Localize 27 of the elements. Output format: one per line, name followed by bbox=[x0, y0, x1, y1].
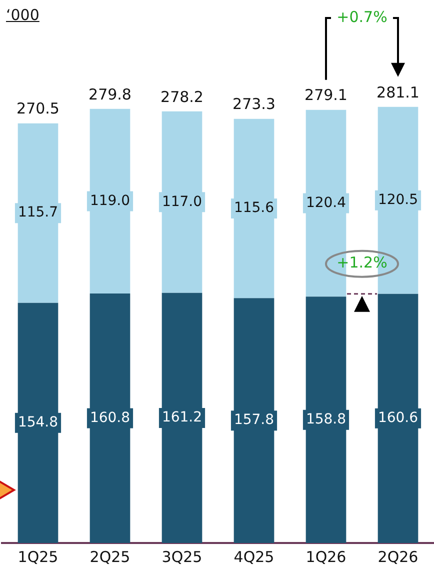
data-label: 161.2 bbox=[162, 410, 202, 426]
x-tick-label: 1Q25 bbox=[18, 548, 58, 566]
data-label: 117.0 bbox=[162, 194, 202, 210]
data-label: 120.5 bbox=[378, 192, 418, 208]
x-tick-label: 2Q25 bbox=[90, 548, 130, 566]
total-label: 278.2 bbox=[160, 88, 204, 106]
x-tick-label: 4Q25 bbox=[234, 548, 274, 566]
data-label: 120.4 bbox=[306, 194, 346, 211]
total-label: 279.8 bbox=[88, 85, 132, 104]
data-label: 160.6 bbox=[378, 410, 418, 426]
data-label: 154.8 bbox=[18, 414, 58, 431]
data-label: 160.8 bbox=[90, 410, 130, 426]
data-label: 158.8 bbox=[306, 411, 346, 428]
text: ‘000 bbox=[6, 6, 40, 24]
annotation: +1.2% bbox=[336, 254, 388, 272]
data-label: 115.6 bbox=[234, 200, 274, 216]
data-label: 157.8 bbox=[234, 412, 274, 428]
data-label: 115.7 bbox=[18, 204, 58, 221]
total-label: 279.1 bbox=[304, 86, 348, 104]
x-tick-label: 1Q26 bbox=[306, 548, 346, 566]
text: +0.7% bbox=[336, 8, 388, 26]
x-tick-label: 3Q25 bbox=[162, 548, 202, 566]
data-label: 119.0 bbox=[90, 192, 130, 209]
total-label: 270.5 bbox=[16, 100, 60, 118]
total-label: 281.1 bbox=[376, 83, 420, 102]
x-tick-label: 2Q26 bbox=[378, 548, 418, 566]
total-label: 273.3 bbox=[232, 95, 276, 114]
